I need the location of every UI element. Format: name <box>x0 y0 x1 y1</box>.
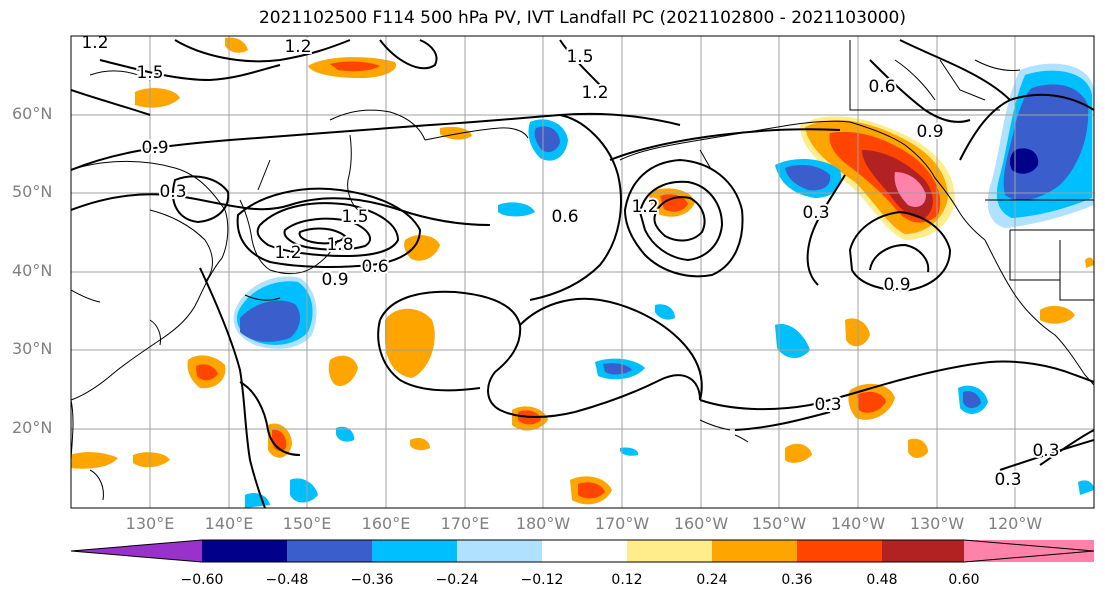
contour-label: 1.5 <box>136 63 163 83</box>
lon-label: 170°W <box>594 514 650 533</box>
lat-label: 40°N <box>12 261 53 280</box>
lon-label: 180°W <box>515 514 571 533</box>
lat-label: 20°N <box>12 418 53 437</box>
contour-label: 0.6 <box>868 77 895 97</box>
contour-label: 0.6 <box>551 207 578 227</box>
plot-frame <box>70 35 1095 509</box>
contour-label: 0.9 <box>916 122 943 142</box>
graticule <box>71 36 1094 508</box>
contour-label: 1.5 <box>341 207 368 227</box>
contour-label: 0.3 <box>1032 441 1059 461</box>
colorbar-segment <box>797 540 882 562</box>
lon-label: 140°E <box>204 514 254 533</box>
colorbar-segment <box>71 540 202 562</box>
contour-label: 0.3 <box>159 182 186 202</box>
plot-area: 1.2 1.2 1.5 1.5 1.2 0.9 0.3 1.5 1.8 1.2 … <box>71 33 1094 508</box>
colorbar-segment <box>202 540 287 562</box>
colorbar-tick-label: −0.24 <box>435 572 479 588</box>
contour-label: 1.2 <box>274 243 301 263</box>
colorbar-tick-label: 0.24 <box>696 572 728 588</box>
lon-label: 130°E <box>125 514 175 533</box>
colorbar-tick-label: −0.12 <box>520 572 564 588</box>
colorbar-outline <box>70 539 1095 563</box>
contour-labels: 1.2 1.2 1.5 1.5 1.2 0.9 0.3 1.5 1.8 1.2 … <box>79 33 1061 492</box>
lon-label: 170°E <box>440 514 490 533</box>
contour-label: 1.2 <box>284 37 311 57</box>
colorbar-segment <box>712 540 797 562</box>
colorbar-tick-label: −0.48 <box>265 572 309 588</box>
contour-label: 0.3 <box>994 470 1021 490</box>
colorbar-segment <box>964 540 1094 562</box>
colorbar-tick-label: 0.60 <box>948 572 980 588</box>
lon-label: 150°W <box>751 514 807 533</box>
colorbar-tick-label: −0.36 <box>350 572 394 588</box>
contour-label: 1.2 <box>631 197 658 217</box>
colorbar-segment <box>287 540 372 562</box>
colorbar-segment <box>542 540 627 562</box>
coastlines <box>71 40 1094 501</box>
colorbar-segment <box>457 540 542 562</box>
colorbar-segment <box>882 540 964 562</box>
colorbar-segment <box>627 540 712 562</box>
lon-label: 140°W <box>830 514 886 533</box>
lat-label: 50°N <box>12 182 53 201</box>
contour-label: 1.2 <box>581 83 608 103</box>
lon-label: 160°W <box>673 514 729 533</box>
colorbar-tick-label: 0.48 <box>866 572 898 588</box>
pv-contours <box>71 39 1094 508</box>
contour-label: 1.5 <box>566 47 593 67</box>
colorbar <box>70 539 1095 563</box>
contour-label: 0.3 <box>814 395 841 415</box>
contour-label: 0.9 <box>141 138 168 158</box>
colorbar-tick-label: 0.36 <box>781 572 813 588</box>
contour-label: 0.6 <box>361 257 388 277</box>
map-title: 2021102500 F114 500 hPa PV, IVT Landfall… <box>258 8 906 28</box>
lat-label: 30°N <box>12 339 53 358</box>
colorbar-tick-label: 0.12 <box>611 572 643 588</box>
contour-label: 0.3 <box>802 203 829 223</box>
contour-label: 1.2 <box>81 33 108 53</box>
pv-shading <box>71 37 1094 508</box>
lon-label: 120°W <box>987 514 1043 533</box>
colorbar-segment <box>372 540 457 562</box>
lon-label: 160°E <box>361 514 411 533</box>
contour-label: 0.9 <box>321 270 348 290</box>
contour-label: 0.9 <box>883 275 910 295</box>
lon-label: 130°W <box>909 514 965 533</box>
contour-label: 1.8 <box>326 235 353 255</box>
lat-label: 60°N <box>12 104 53 123</box>
colorbar-tick-label: −0.60 <box>180 572 224 588</box>
lon-label: 150°E <box>282 514 332 533</box>
